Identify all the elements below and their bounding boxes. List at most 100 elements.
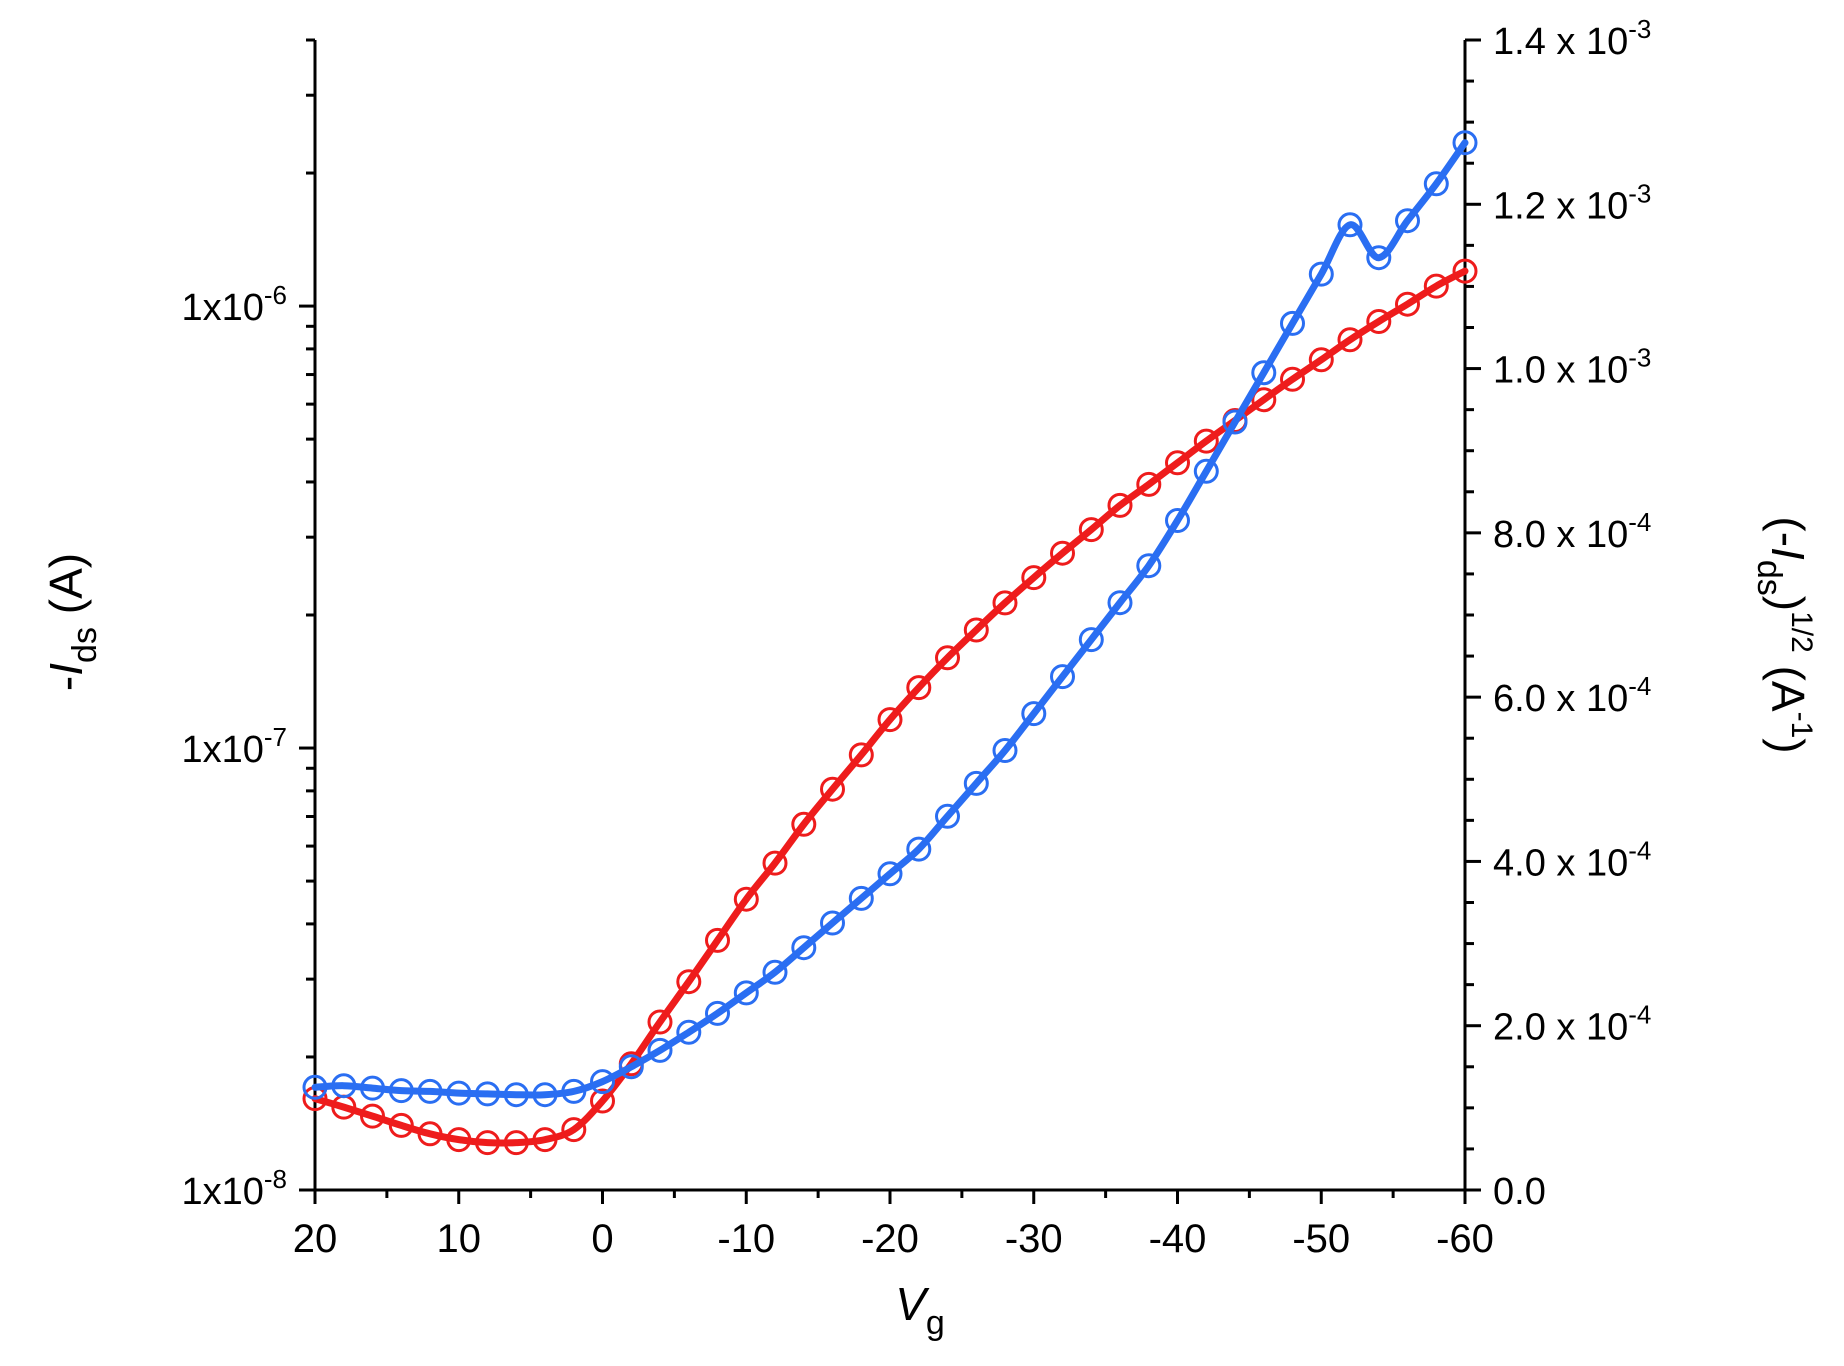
red-series-point	[1165, 450, 1190, 476]
blue-series-point	[963, 770, 989, 796]
blue-series-point	[992, 738, 1018, 763]
blue-series-point	[1452, 130, 1478, 156]
blue-series-point	[590, 1069, 615, 1095]
right-axis-title-unit-open: (A	[1762, 653, 1814, 712]
left-axis-title-suffix: (A)	[40, 553, 92, 627]
red-series-point	[848, 742, 874, 768]
right-tick-label: 4.0 x 10-4	[1493, 835, 1651, 884]
right-tick-label: 1.0 x 10-3	[1493, 343, 1651, 392]
x-axis-title: Vg	[895, 1278, 945, 1342]
blue-series-point	[1280, 310, 1305, 336]
red-series-point	[446, 1127, 472, 1153]
x-tick-label: -20	[861, 1217, 919, 1261]
blue-series-point	[302, 1074, 328, 1100]
blue-series-point	[360, 1075, 385, 1101]
right-tick-label: 6.0 x 10-4	[1493, 671, 1651, 720]
red-series-point	[1050, 540, 1075, 566]
x-tick-label: -30	[1005, 1217, 1063, 1261]
left-axis-title-main: I	[40, 663, 92, 676]
red-series-point	[475, 1130, 500, 1156]
x-axis-title-main: V	[895, 1278, 930, 1330]
blue-series-point	[1308, 261, 1334, 287]
right-axis-title-unit-sup: -1	[1785, 712, 1818, 739]
right-axis-title-close: )	[1762, 596, 1814, 611]
red-series-point	[1337, 327, 1363, 353]
right-tick-label: 0.0	[1493, 1171, 1546, 1213]
red-series-point	[733, 886, 759, 912]
x-tick-label: -60	[1436, 1217, 1494, 1261]
red-series-point	[1452, 258, 1478, 284]
right-tick-label: 1.4 x 10-3	[1493, 14, 1651, 63]
left-axis-ticks: 1x10-8 1x10-7 1x10-6	[181, 38, 315, 1213]
blue-series-point	[1050, 664, 1075, 690]
right-axis-title-unit-close: )	[1762, 738, 1814, 753]
blue-series-point	[1222, 409, 1248, 435]
right-axis-ticks: 0.0 2.0 x 10-4 4.0 x 10-4 6.0 x 10-4 8.0 x 1…	[1465, 14, 1651, 1213]
x-axis-title-sub: g	[926, 1304, 945, 1342]
blue-series-point	[1423, 171, 1449, 197]
right-axis-title-open: (-	[1762, 516, 1814, 547]
red-series-point	[877, 707, 903, 733]
blue-series-point	[676, 1019, 702, 1045]
x-axis-ticks: 20 10 0 -10 -20 -30 -40 -50 -60	[293, 1190, 1494, 1261]
data-series	[302, 130, 1478, 1156]
right-tick-label: 2.0 x 10-4	[1493, 1000, 1651, 1049]
blue-series-point	[935, 803, 960, 829]
blue-series-point	[503, 1082, 529, 1108]
red-series-point	[1078, 517, 1104, 543]
red-series-point	[762, 850, 788, 876]
blue-series-point	[1251, 360, 1277, 386]
left-axis-title-sub: ds	[66, 627, 104, 663]
red-series-point	[360, 1103, 385, 1129]
blue-series-point	[1021, 701, 1047, 727]
right-tick-label: 8.0 x 10-4	[1493, 507, 1651, 556]
x-tick-label: 20	[293, 1217, 338, 1261]
blue-series-point	[848, 885, 874, 911]
x-tick-label: -10	[717, 1217, 775, 1261]
blue-series-point	[1337, 212, 1363, 238]
blue-series-point	[906, 836, 932, 862]
left-tick-label: 1x10-8	[181, 1164, 287, 1213]
blue-series-point	[791, 935, 817, 961]
red-series-point	[532, 1127, 558, 1153]
red-series-point	[935, 645, 960, 671]
blue-series-point	[647, 1037, 673, 1063]
right-axis-title: (-Ids)1/2 (A-1)	[1750, 516, 1818, 753]
blue-series-point	[733, 980, 759, 1006]
blue-series-point	[1078, 627, 1104, 653]
left-tick-label: 1x10-7	[181, 722, 287, 771]
left-tick-label: 1x10-6	[181, 280, 287, 329]
red-series-point	[1366, 309, 1392, 334]
blue-series-point	[1395, 208, 1420, 234]
blue-series-point	[1107, 590, 1133, 616]
blue-series-point	[820, 910, 845, 936]
blue-series-line	[311, 139, 1469, 1099]
red-series-point	[1251, 387, 1277, 413]
blue-series-point	[705, 1000, 730, 1026]
blue-series-point	[475, 1081, 500, 1107]
red-series-point	[1280, 366, 1305, 392]
left-axis-title-prefix: -	[40, 676, 92, 691]
blue-series-point	[561, 1078, 587, 1104]
red-series-point	[503, 1130, 529, 1156]
red-series-point	[1423, 273, 1449, 299]
right-axis-title-sup: 1/2	[1785, 611, 1818, 653]
red-series-point	[705, 927, 730, 953]
red-series-point	[417, 1121, 443, 1147]
red-series-point	[1395, 291, 1420, 317]
right-tick-label: 1.2 x 10-3	[1493, 178, 1651, 227]
red-series-point	[992, 590, 1018, 616]
blue-series-point	[532, 1082, 558, 1108]
red-series-point	[1021, 565, 1047, 591]
blue-series-point	[417, 1078, 443, 1104]
blue-series-point	[1165, 508, 1190, 533]
red-series-point	[1308, 347, 1334, 373]
right-axis-title-main: I	[1762, 547, 1814, 560]
left-axis-title: -Ids (A)	[40, 553, 104, 691]
blue-series-point	[618, 1054, 644, 1080]
blue-series-point	[877, 861, 903, 887]
red-series-point	[791, 811, 817, 837]
blue-series-point	[1193, 458, 1219, 484]
blue-series-point	[762, 959, 788, 985]
